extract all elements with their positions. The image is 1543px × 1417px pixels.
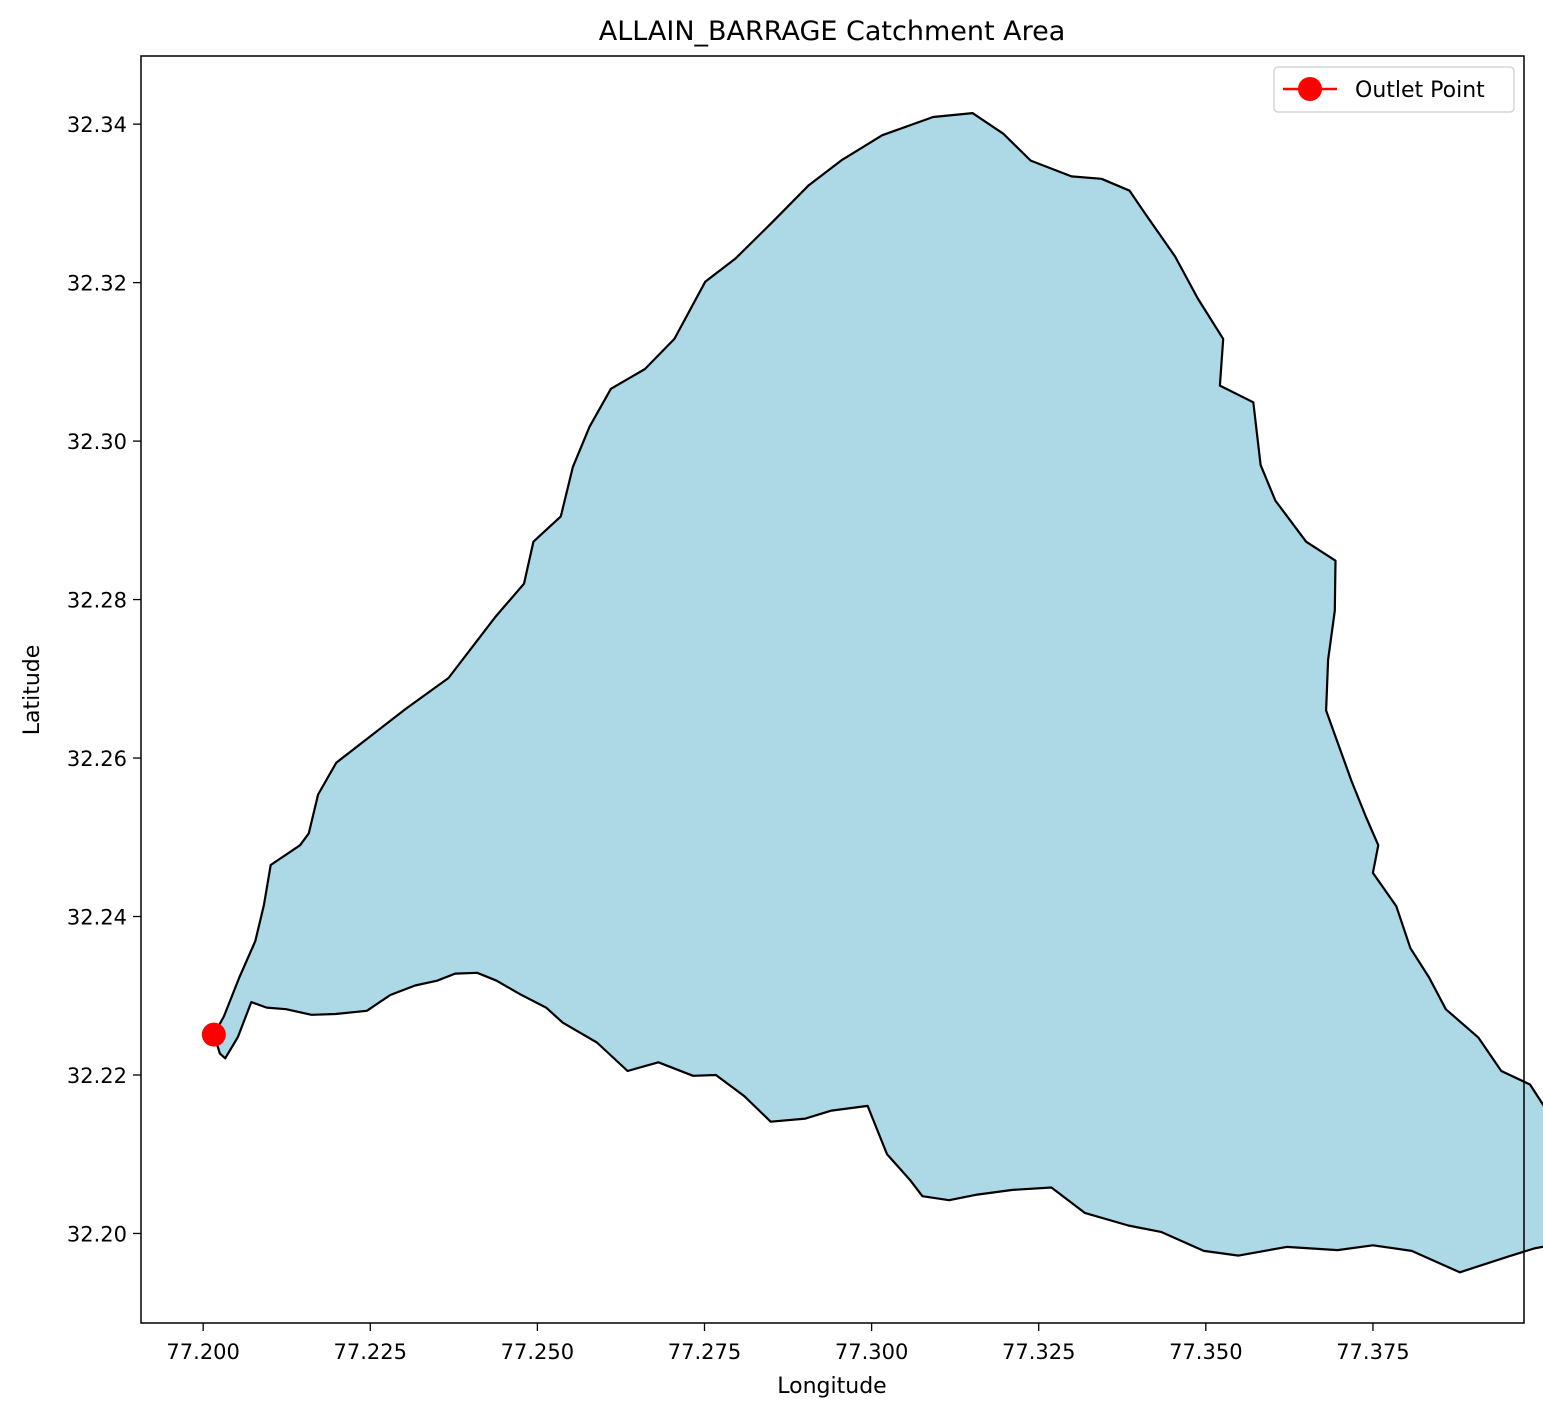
y-axis-ticks: 32.20 32.22 32.24 32.26 32.28 32.30 32.32 32.34 <box>67 113 141 1246</box>
y-tick-label: 32.28 <box>67 589 127 613</box>
chart-title: ALLAIN_BARRAGE Catchment Area <box>599 16 1066 47</box>
outlet-layer <box>201 1022 226 1047</box>
y-tick-label: 32.32 <box>67 272 127 296</box>
legend-outlet-marker <box>1298 77 1322 101</box>
x-tick-label: 77.350 <box>1169 1340 1242 1364</box>
x-axis-label: Longitude <box>777 1374 886 1399</box>
outlet-point <box>201 1022 226 1047</box>
y-tick-label: 32.22 <box>67 1064 127 1088</box>
y-tick-label: 32.20 <box>67 1222 127 1246</box>
y-tick-label: 32.34 <box>67 113 127 137</box>
y-tick-label: 32.26 <box>67 747 127 771</box>
axes-frame <box>140 55 1525 1324</box>
y-tick-label: 32.30 <box>67 430 127 454</box>
x-tick-label: 77.225 <box>334 1340 407 1364</box>
y-tick-label: 32.24 <box>67 906 127 930</box>
x-tick-label: 77.300 <box>835 1340 908 1364</box>
x-tick-label: 77.200 <box>166 1340 239 1364</box>
legend-label-outlet: Outlet Point <box>1355 78 1485 103</box>
x-tick-label: 77.250 <box>501 1340 574 1364</box>
legend: Outlet Point <box>1273 66 1515 113</box>
legend-box <box>1273 66 1515 113</box>
plot-area <box>212 112 1543 1274</box>
x-tick-label: 77.325 <box>1002 1340 1075 1364</box>
y-axis-label: Latitude <box>20 645 45 736</box>
x-tick-label: 77.275 <box>668 1340 741 1364</box>
x-axis-ticks: 77.200 77.225 77.250 77.275 77.300 77.325 77.3… <box>166 1323 1410 1364</box>
x-tick-label: 77.375 <box>1336 1340 1409 1364</box>
catchment-polygon <box>212 112 1543 1274</box>
